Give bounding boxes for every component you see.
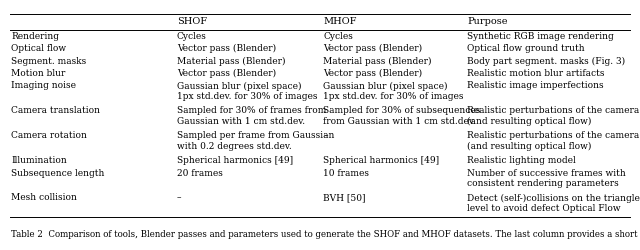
Text: 20 frames: 20 frames <box>177 168 223 177</box>
Text: Vector pass (Blender): Vector pass (Blender) <box>323 44 422 53</box>
Text: Optical flow: Optical flow <box>12 44 67 53</box>
Text: Material pass (Blender): Material pass (Blender) <box>177 56 285 66</box>
Text: Motion blur: Motion blur <box>12 69 66 78</box>
Text: Vector pass (Blender): Vector pass (Blender) <box>177 44 276 53</box>
Text: Subsequence length: Subsequence length <box>12 168 105 177</box>
Text: Cycles: Cycles <box>177 32 207 41</box>
Text: Realistic perturbations of the camera
(and resulting optical flow): Realistic perturbations of the camera (a… <box>467 131 639 151</box>
Text: 10 frames: 10 frames <box>323 168 369 177</box>
Text: Camera translation: Camera translation <box>12 106 100 115</box>
Text: Camera rotation: Camera rotation <box>12 131 87 140</box>
Text: –: – <box>177 194 182 202</box>
Text: Purpose: Purpose <box>467 17 508 26</box>
Text: Vector pass (Blender): Vector pass (Blender) <box>177 69 276 78</box>
Text: Realistic lighting model: Realistic lighting model <box>467 156 576 165</box>
Text: Gaussian blur (pixel space)
1px std.dev. for 30% of images: Gaussian blur (pixel space) 1px std.dev.… <box>323 82 463 101</box>
Text: Realistic motion blur artifacts: Realistic motion blur artifacts <box>467 69 605 78</box>
Text: Material pass (Blender): Material pass (Blender) <box>323 56 431 66</box>
Text: Illumination: Illumination <box>12 156 67 165</box>
Text: –: – <box>323 131 328 140</box>
Text: Detect (self-)collisions on the triangle
level to avoid defect Optical Flow: Detect (self-)collisions on the triangle… <box>467 194 640 213</box>
Text: Optical flow ground truth: Optical flow ground truth <box>467 44 585 53</box>
Text: Sampled for 30% of frames from
Gaussian with 1 cm std.dev.: Sampled for 30% of frames from Gaussian … <box>177 106 326 126</box>
Text: Table 2  Comparison of tools, Blender passes and parameters used to generate the: Table 2 Comparison of tools, Blender pas… <box>12 230 638 239</box>
Text: Realistic perturbations of the camera
(and resulting optical flow): Realistic perturbations of the camera (a… <box>467 106 639 126</box>
Text: Mesh collision: Mesh collision <box>12 194 77 202</box>
Text: Sampled for 30% of subsequences
from Gaussian with 1 cm std.dev.: Sampled for 30% of subsequences from Gau… <box>323 106 481 126</box>
Text: BVH [50]: BVH [50] <box>323 194 365 202</box>
Text: Segment. masks: Segment. masks <box>12 56 86 66</box>
Text: Sampled per frame from Gaussian
with 0.2 degrees std.dev.: Sampled per frame from Gaussian with 0.2… <box>177 131 334 151</box>
Text: MHOF: MHOF <box>323 17 356 26</box>
Text: Vector pass (Blender): Vector pass (Blender) <box>323 69 422 78</box>
Text: Imaging noise: Imaging noise <box>12 82 76 90</box>
Text: Realistic image imperfections: Realistic image imperfections <box>467 82 604 90</box>
Text: Number of successive frames with
consistent rendering parameters: Number of successive frames with consist… <box>467 168 626 188</box>
Text: Rendering: Rendering <box>12 32 60 41</box>
Text: Body part segment. masks (Fig. 3): Body part segment. masks (Fig. 3) <box>467 56 625 66</box>
Text: Gaussian blur (pixel space)
1px std.dev. for 30% of images: Gaussian blur (pixel space) 1px std.dev.… <box>177 82 317 101</box>
Text: Cycles: Cycles <box>323 32 353 41</box>
Text: Spherical harmonics [49]: Spherical harmonics [49] <box>177 156 293 165</box>
Text: SHOF: SHOF <box>177 17 207 26</box>
Text: Spherical harmonics [49]: Spherical harmonics [49] <box>323 156 439 165</box>
Text: Synthetic RGB image rendering: Synthetic RGB image rendering <box>467 32 614 41</box>
